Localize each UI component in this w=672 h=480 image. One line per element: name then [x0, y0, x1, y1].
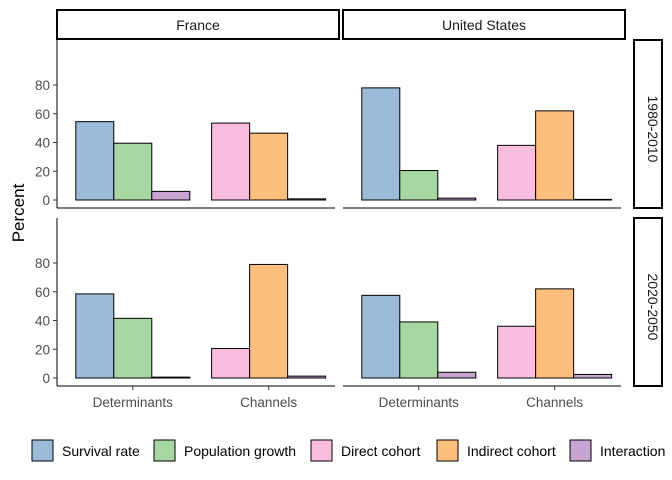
strip-box [56, 9, 340, 40]
bar-determinants-population-growth [399, 321, 439, 379]
bar-channels-direct-cohort [497, 144, 537, 201]
legend-item-indirect-cohort: Indirect cohort [436, 439, 556, 462]
legend-label: Population growth [184, 443, 296, 459]
panel-france-2020-2050 [75, 263, 327, 379]
y-tick-label: 60 [35, 285, 50, 300]
strip-box [633, 39, 663, 209]
bar-channels-interaction [573, 373, 613, 379]
bar-channels-interaction [287, 198, 327, 201]
strip-france: France [56, 9, 340, 40]
strip-box [342, 9, 626, 40]
strip-2020-2050: 2020-2050 [633, 217, 663, 387]
legend: Survival rate Population growth Direct coh… [31, 439, 665, 462]
panel-united-states-2020-2050 [361, 288, 613, 379]
legend-item-direct-cohort: Direct cohort [310, 439, 420, 462]
legend-swatch [569, 439, 592, 462]
strip-label: United States [442, 17, 526, 33]
x-tick-label: Determinants [93, 395, 174, 410]
y-tick-label: 40 [35, 136, 50, 151]
y-tick-label: 0 [42, 371, 50, 386]
strip-united-states: United States [342, 9, 626, 40]
bar-channels-interaction [287, 375, 327, 379]
strip-label: France [176, 17, 220, 33]
bar-channels-indirect-cohort [249, 132, 289, 201]
legend-swatch [153, 439, 176, 462]
y-tick-label: 80 [35, 256, 50, 271]
legend-label: Interaction [600, 443, 665, 459]
bar-determinants-survival-rate [361, 294, 401, 379]
panel-france-1980-2010 [75, 121, 327, 201]
x-tick-label: Channels [240, 395, 297, 410]
y-axis-2020-2050: 0 20 40 60 80 [35, 218, 58, 386]
legend-swatch [436, 439, 459, 462]
y-tick-label: 20 [35, 164, 50, 179]
bar-channels-interaction [573, 198, 613, 201]
bar-channels-direct-cohort [497, 325, 537, 379]
legend-swatch [310, 439, 333, 462]
strip-1980-2010: 1980-2010 [633, 39, 663, 209]
bar-channels-indirect-cohort [535, 288, 575, 379]
bar-determinants-interaction [151, 376, 191, 379]
y-axis-title: Percent [9, 183, 28, 242]
x-axis-france: Determinants Channels [57, 385, 335, 410]
bar-determinants-survival-rate [75, 293, 115, 379]
legend-label: Survival rate [62, 443, 140, 459]
legend-label: Indirect cohort [467, 443, 556, 459]
y-tick-label: 20 [35, 342, 50, 357]
strip-label: 1980-2010 [645, 96, 661, 163]
x-tick-label: Channels [526, 395, 583, 410]
legend-swatch [31, 439, 54, 462]
bar-determinants-interaction [151, 190, 191, 201]
x-tick-label: Determinants [379, 395, 460, 410]
y-tick-label: 40 [35, 314, 50, 329]
y-tick-label: 60 [35, 107, 50, 122]
bar-determinants-interaction [437, 371, 477, 379]
legend-item-interaction: Interaction [569, 439, 665, 462]
bar-channels-indirect-cohort [535, 110, 575, 201]
bar-determinants-population-growth [113, 317, 153, 379]
panel-united-states-1980-2010 [361, 87, 613, 201]
bar-determinants-population-growth [399, 170, 439, 201]
strip-box [633, 217, 663, 387]
legend-label: Direct cohort [341, 443, 420, 459]
bar-channels-indirect-cohort [249, 263, 289, 379]
y-axis-1980-2010: 0 20 40 60 80 [35, 40, 58, 208]
strip-label: 2020-2050 [645, 274, 661, 341]
bar-determinants-survival-rate [361, 87, 401, 201]
legend-item-population-growth: Population growth [153, 439, 296, 462]
x-axis-united-states: Determinants Channels [343, 385, 621, 410]
bar-determinants-survival-rate [75, 121, 115, 201]
legend-item-survival-rate: Survival rate [31, 439, 140, 462]
bar-channels-direct-cohort [211, 122, 251, 201]
bar-channels-direct-cohort [211, 348, 251, 379]
y-tick-label: 0 [42, 193, 50, 208]
bar-determinants-population-growth [113, 142, 153, 201]
bar-determinants-interaction [437, 197, 477, 201]
y-tick-label: 80 [35, 78, 50, 93]
